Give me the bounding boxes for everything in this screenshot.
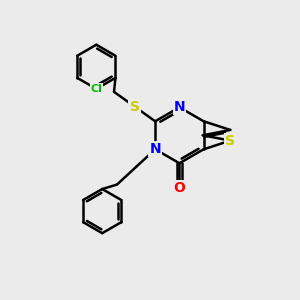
- Text: N: N: [174, 100, 185, 114]
- Text: N: N: [149, 142, 161, 156]
- Text: S: S: [225, 134, 235, 148]
- Text: O: O: [173, 181, 185, 195]
- Text: S: S: [130, 100, 140, 114]
- Text: Cl: Cl: [90, 84, 102, 94]
